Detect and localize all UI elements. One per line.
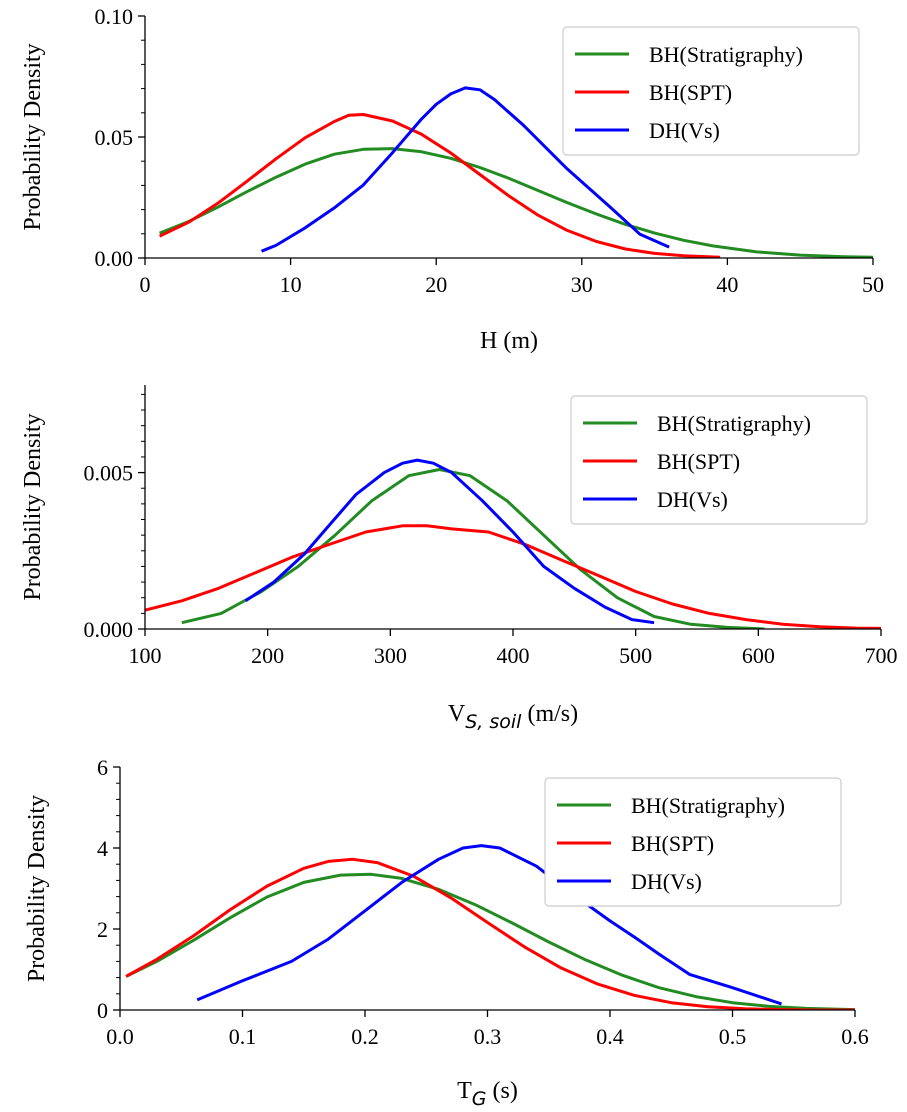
legend-label: DH(Vs): [631, 869, 702, 894]
x-tick-label: 20: [425, 272, 447, 297]
y-tick-label: 0.10: [95, 4, 134, 29]
legend-label: DH(Vs): [657, 487, 728, 512]
legend-label: BH(SPT): [631, 831, 714, 856]
series-line-dh-vs: [260, 86, 670, 253]
y-axis-label: Probability Density: [20, 43, 46, 230]
y-axis-label: Probability Density: [24, 795, 50, 982]
x-tick-label: 400: [497, 643, 530, 668]
legend-label: BH(SPT): [649, 80, 732, 105]
x-tick-label: 0.1: [229, 1024, 257, 1049]
y-tick-label: 0.005: [84, 461, 134, 486]
y-axis-label: Probability Density: [20, 413, 46, 600]
x-tick-label: 50: [862, 272, 884, 297]
x-tick-label: 0.4: [596, 1024, 624, 1049]
legend: BH(Stratigraphy) BH(SPT) DH(Vs): [544, 777, 842, 907]
y-tick-label: 0.05: [95, 125, 134, 150]
legend-box: [544, 777, 842, 907]
series-line-dh-vs: [196, 844, 782, 1006]
y-tick-label: 0.000: [84, 617, 134, 642]
legend: BH(Stratigraphy) BH(SPT) DH(Vs): [570, 395, 868, 525]
x-tick-label: 600: [742, 643, 775, 668]
series-line-bh-spt: [125, 857, 855, 1010]
chart-panel-2: 100 200 300 400 500 600 700 0.000 0.005 Probabili…: [20, 385, 898, 733]
legend-box: [562, 26, 860, 156]
x-tick-label: 700: [865, 643, 898, 668]
chart-panel-3: 0.0 0.1 0.2 0.3 0.4 0.5 0.6 0 2 4 6 Probability Den…: [24, 755, 869, 1110]
x-tick-label: 0.2: [351, 1024, 379, 1049]
legend-label: BH(SPT): [657, 449, 740, 474]
legend-label: BH(Stratigraphy): [657, 411, 811, 436]
y-tick-label: 2: [97, 917, 108, 942]
x-tick-label: 300: [374, 643, 407, 668]
legend-box: [570, 395, 868, 525]
x-axis-label: H (m): [480, 328, 538, 354]
x-tick-label: 200: [251, 643, 284, 668]
legend-label: DH(Vs): [649, 118, 720, 143]
series-line-bh-stratigraphy: [181, 468, 765, 629]
series-line-bh-stratigraphy: [159, 147, 873, 258]
x-tick-label: 0.0: [106, 1024, 134, 1049]
series-line-bh-spt: [158, 113, 721, 258]
x-tick-label: 500: [619, 643, 652, 668]
x-tick-label: 40: [716, 272, 738, 297]
chart-panel-1: 0 10 20 30 40 50 0.00 0.05 0.10 Probability Densi…: [20, 4, 884, 354]
x-axis-label: TG (s): [457, 1078, 518, 1110]
series-line-bh-spt: [145, 524, 881, 629]
y-tick-label: 0: [97, 998, 108, 1023]
series-line-bh-stratigraphy: [125, 872, 855, 1010]
series-line-dh-vs: [244, 458, 655, 625]
x-tick-label: 30: [571, 272, 593, 297]
x-tick-label: 0: [140, 272, 151, 297]
legend-label: BH(Stratigraphy): [631, 793, 785, 818]
x-tick-label: 100: [129, 643, 162, 668]
y-tick-label: 6: [97, 755, 108, 780]
legend-label: BH(Stratigraphy): [649, 42, 803, 67]
x-axis-label: VS, soil (m/s): [448, 701, 578, 733]
legend: BH(Stratigraphy) BH(SPT) DH(Vs): [562, 26, 860, 156]
y-tick-label: 0.00: [95, 246, 134, 271]
x-tick-label: 0.6: [841, 1024, 869, 1049]
x-tick-label: 0.5: [719, 1024, 747, 1049]
x-tick-label: 0.3: [474, 1024, 502, 1049]
y-tick-label: 4: [97, 836, 108, 861]
x-tick-label: 10: [280, 272, 302, 297]
